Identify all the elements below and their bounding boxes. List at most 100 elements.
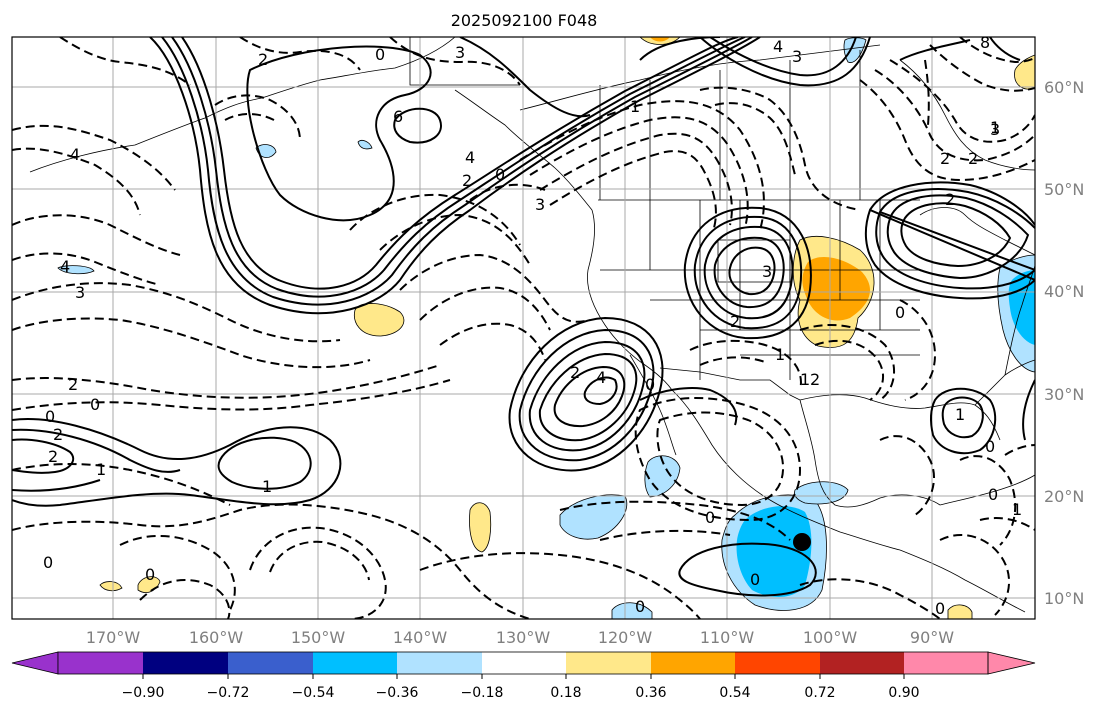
dash-top-3 [389,37,521,86]
shade-cyan-mex [736,506,812,597]
dash-gulf-2 [814,339,885,401]
colorbar-swatch [143,652,228,674]
contour-labels: 2 0 3 6 4 3 8 4 3 4 2 0 4 1 3 2 2 0 2 2 [43,33,1022,618]
shade-yellow-4 [1014,54,1035,90]
dash-mex-3 [689,339,802,391]
contour-label: 2 [945,190,955,209]
dash-nw-7 [12,364,441,399]
dash-east-5 [939,534,1011,616]
dash-hud-6 [924,59,930,126]
dash-cali-6 [469,183,546,201]
colorbar-swatch [566,652,651,674]
contour-se-high [929,387,997,455]
dash-canada-3 [539,132,733,226]
dash-cali-5 [349,193,521,246]
contour-label: 2 [810,370,820,389]
colorbar-tick-label: 0.90 [888,685,919,701]
contour-pac-high-1 [12,418,342,507]
dash-canada-4 [549,150,717,229]
dash-sw-2 [119,534,236,611]
contour-label: 2 [53,425,63,444]
contour-pac-high-3 [217,436,312,490]
lon-label: 160°W [189,628,244,647]
dash-bottom [799,578,941,619]
dash-east-6 [979,517,1035,531]
colorbar-swatch [651,652,735,674]
contour-ne-high-1 [864,181,1035,300]
contour-ne-high-2 [875,188,1035,290]
contour-label: 1 [955,405,965,424]
contour-label: 0 [985,437,995,456]
dash-sw-4 [269,540,370,581]
location-marker [793,533,811,551]
contour-label: 0 [988,485,998,504]
contour-label: 2 [258,50,268,69]
contour-label: 1 [1012,500,1022,519]
cuba [939,474,1035,506]
contour-label: 4 [60,257,70,276]
contour-ne-high-3 [886,194,1030,280]
contour-label: 0 [935,599,945,618]
contour-label: 1 [262,477,272,496]
dash-hud-5 [959,37,1035,64]
dash-cali-4 [379,213,531,266]
dash-sw-6 [419,552,701,619]
mexico-east [799,399,941,508]
contour-label: 0 [705,508,715,527]
shade-lightblue-3 [794,481,849,505]
map-panel: 2 0 3 6 4 3 8 4 3 4 2 0 4 1 3 2 2 0 2 2 [11,33,1036,620]
dash-top-1 [59,37,191,86]
dash-mex-2 [656,411,785,507]
contour-mex-high-1 [678,542,817,597]
dash-sw-1 [12,503,531,619]
colorbar-tick-label: −0.36 [376,685,419,701]
colorbar-tick-label: −0.54 [292,685,335,701]
dash-nw-2 [12,147,141,216]
lon-label: 170°W [86,628,141,647]
shade-yellow-ne-pacific [353,303,405,337]
dash-sw-7 [559,500,791,541]
central-america [899,549,1026,613]
contour-cent-high-1 [683,206,812,340]
great-lakes [919,207,1035,256]
map-frame [11,36,1036,620]
dash-sw-5 [139,579,231,619]
contour-label: 8 [980,33,990,52]
contour-cent-high-4 [713,236,785,309]
shade-orange-gulf [650,37,670,42]
latitude-labels: 60°N 50°N 40°N 30°N 20°N 10°N [1044,78,1084,608]
contour-label: 2 [730,312,740,331]
dash-east-2 [879,435,935,516]
lat-label: 10°N [1044,589,1084,608]
colorbar-swatch [397,652,482,674]
contour-sw-high-3 [528,340,646,452]
shade-orange-plains [802,257,871,321]
contour-label: 1 [990,118,1000,137]
colorbar-tick-label: 0.54 [719,685,750,701]
contour-label: 3 [75,283,85,302]
dash-cali-2 [419,286,551,331]
shade-lightblue-8 [357,140,373,150]
contour-label: 2 [968,149,978,168]
colorbar-tick-label: 0.72 [804,685,835,701]
colorbar-swatch [313,652,397,674]
baja [629,354,677,456]
dash-east-1 [899,299,937,401]
dash-nw-4 [12,252,161,286]
dash-nw-6 [12,317,371,369]
lon-label: 120°W [598,628,653,647]
lat-label: 60°N [1044,78,1084,97]
contour-ne-high-4 [900,202,1012,268]
contour-label: 0 [635,597,645,616]
dash-gulf-1 [799,324,896,401]
contour-inner-6 [393,107,442,144]
contour-ak-ridge-2 [161,37,753,306]
contour-label: 3 [535,195,545,214]
colorbar-swatch [904,652,988,674]
contour-label: 1 [96,460,106,479]
contour-label: 0 [495,165,505,184]
contour-cent-high-2 [693,215,803,330]
dash-east-3 [959,455,1017,546]
contour-label: 4 [70,145,80,164]
